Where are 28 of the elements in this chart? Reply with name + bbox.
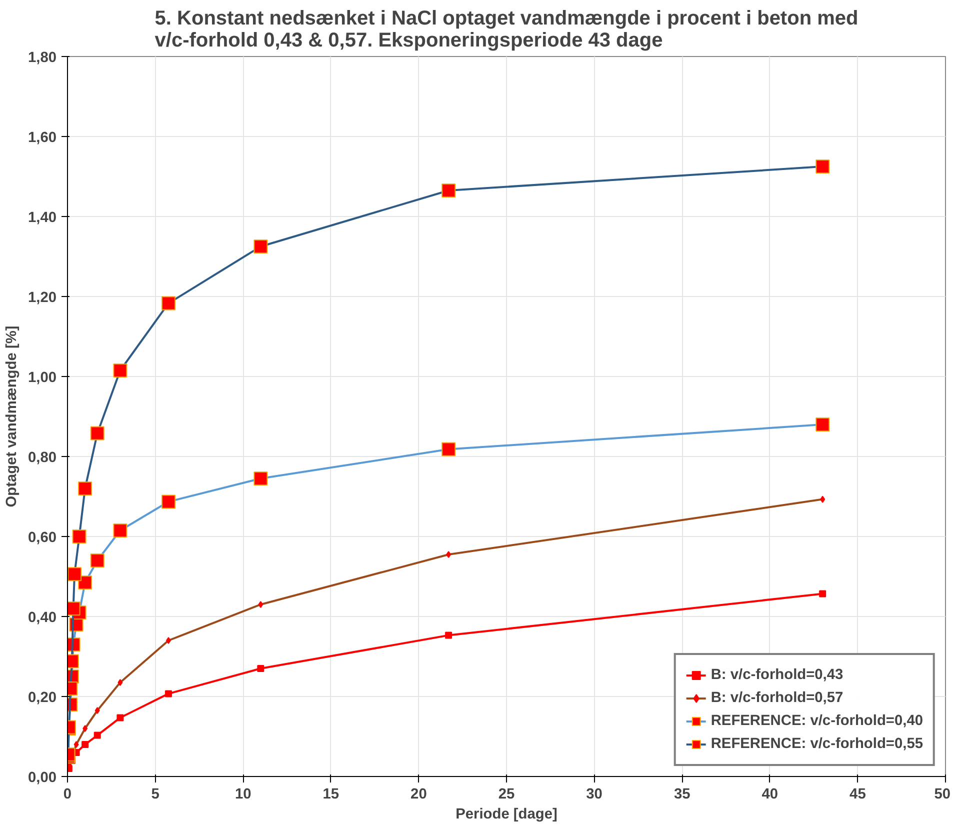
legend-label: B: v/c-forhold=0,43 (710, 667, 844, 683)
y-tick-label: 0,00 (28, 770, 57, 786)
x-tick-label: 30 (586, 786, 602, 802)
y-axis-title: Optaget vandmængde [%] (4, 326, 20, 508)
y-tick-label: 0,60 (28, 530, 57, 546)
y-tick-label: 1,80 (28, 50, 57, 66)
x-tick-label: 50 (934, 786, 951, 802)
y-tick-label: 0,20 (28, 690, 57, 706)
y-tick-label: 1,20 (28, 290, 57, 306)
legend-label: B: v/c-forhold=0,57 (710, 690, 844, 706)
x-tick-label: 0 (63, 786, 72, 802)
y-tick-label: 1,00 (28, 370, 57, 386)
x-axis-title: Periode [dage] (456, 806, 558, 822)
x-tick-label: 45 (850, 786, 866, 802)
legend-label: REFERENCE: v/c-forhold=0,40 (710, 713, 923, 729)
x-tick-label: 40 (762, 786, 778, 802)
y-tick-label: 1,40 (28, 210, 57, 226)
x-tick-label: 15 (322, 786, 340, 802)
y-tick-label: 0,80 (28, 450, 57, 466)
legend-label: REFERENCE: v/c-forhold=0,55 (710, 736, 923, 752)
x-tick-label: 10 (234, 786, 252, 802)
chart-title: 5. Konstant nedsænket i NaCl optaget vandmængde i procent i beton med v/c-forhold 0,43 & 0,57. Eksponeringsperiode 43 dage (154, 8, 858, 52)
x-tick-label: 35 (674, 786, 690, 802)
y-tick-label: 1,60 (28, 130, 57, 146)
x-tick-label: 5 (151, 786, 160, 802)
x-tick-label: 25 (498, 786, 515, 802)
x-tick-label: 20 (410, 786, 427, 802)
y-tick-label: 0,40 (28, 610, 57, 626)
